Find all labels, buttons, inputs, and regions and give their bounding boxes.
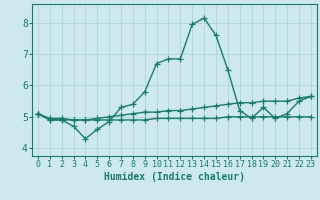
X-axis label: Humidex (Indice chaleur): Humidex (Indice chaleur)	[104, 172, 245, 182]
